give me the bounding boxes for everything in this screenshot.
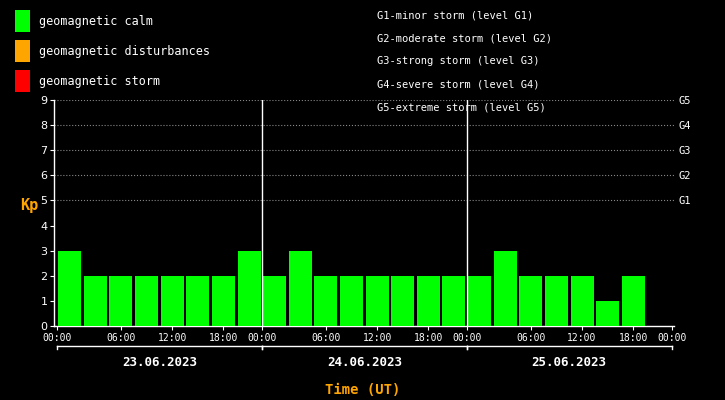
Bar xyxy=(340,276,363,326)
Bar xyxy=(571,276,594,326)
Bar xyxy=(109,276,133,326)
Text: G4-severe storm (level G4): G4-severe storm (level G4) xyxy=(377,80,539,90)
Text: G1-minor storm (level G1): G1-minor storm (level G1) xyxy=(377,10,534,20)
Text: 24.06.2023: 24.06.2023 xyxy=(327,356,402,368)
Bar xyxy=(135,276,158,326)
Bar xyxy=(84,276,107,326)
Bar xyxy=(596,301,619,326)
Bar xyxy=(212,276,235,326)
Bar xyxy=(468,276,491,326)
Bar xyxy=(442,276,465,326)
Text: 25.06.2023: 25.06.2023 xyxy=(531,356,607,368)
Bar xyxy=(622,276,645,326)
Text: geomagnetic disturbances: geomagnetic disturbances xyxy=(39,44,210,58)
Text: G2-moderate storm (level G2): G2-moderate storm (level G2) xyxy=(377,33,552,43)
Bar xyxy=(238,251,260,326)
Bar xyxy=(263,276,286,326)
Bar xyxy=(315,276,337,326)
Text: 23.06.2023: 23.06.2023 xyxy=(122,356,197,368)
Text: Time (UT): Time (UT) xyxy=(325,383,400,397)
Text: G3-strong storm (level G3): G3-strong storm (level G3) xyxy=(377,56,539,66)
Bar xyxy=(161,276,183,326)
Text: G5-extreme storm (level G5): G5-extreme storm (level G5) xyxy=(377,103,546,113)
Bar xyxy=(58,251,81,326)
Text: geomagnetic calm: geomagnetic calm xyxy=(39,14,153,28)
Bar xyxy=(392,276,414,326)
Bar xyxy=(365,276,389,326)
Bar xyxy=(545,276,568,326)
Bar xyxy=(519,276,542,326)
Bar xyxy=(494,251,517,326)
Bar xyxy=(417,276,440,326)
Y-axis label: Kp: Kp xyxy=(20,198,38,213)
Text: geomagnetic storm: geomagnetic storm xyxy=(39,74,160,88)
Bar xyxy=(186,276,210,326)
Bar xyxy=(289,251,312,326)
